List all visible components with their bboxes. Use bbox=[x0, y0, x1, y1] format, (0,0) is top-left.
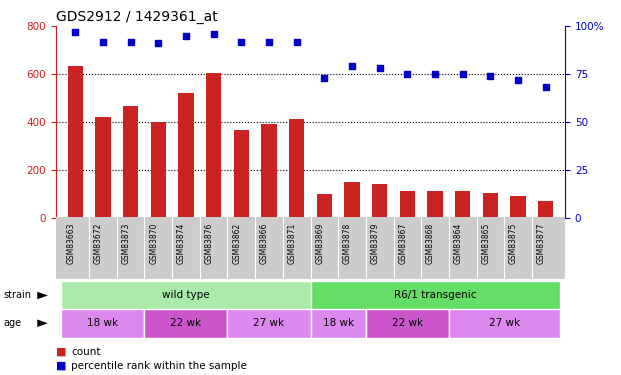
Bar bbox=[227, 309, 310, 338]
Text: 27 wk: 27 wk bbox=[253, 318, 284, 328]
Text: GSM83874: GSM83874 bbox=[177, 222, 186, 264]
Text: GSM83867: GSM83867 bbox=[398, 222, 407, 264]
Bar bbox=[427, 191, 443, 217]
Point bbox=[319, 75, 329, 81]
Text: 18 wk: 18 wk bbox=[88, 318, 119, 328]
Point bbox=[125, 39, 135, 45]
Text: wild type: wild type bbox=[162, 290, 210, 300]
Text: ■: ■ bbox=[56, 347, 66, 357]
Point bbox=[237, 39, 247, 45]
Text: GSM83868: GSM83868 bbox=[426, 222, 435, 264]
Bar bbox=[400, 191, 415, 217]
Bar bbox=[455, 191, 470, 217]
Point bbox=[209, 31, 219, 37]
Point bbox=[153, 40, 163, 46]
Bar bbox=[61, 281, 310, 309]
Polygon shape bbox=[37, 292, 48, 299]
Bar bbox=[96, 117, 111, 218]
Point bbox=[98, 39, 108, 45]
Bar bbox=[366, 309, 449, 338]
Polygon shape bbox=[37, 320, 48, 327]
Bar bbox=[289, 120, 304, 218]
Bar bbox=[178, 93, 194, 218]
Point bbox=[181, 33, 191, 39]
Bar bbox=[449, 309, 560, 338]
Text: count: count bbox=[71, 347, 101, 357]
Point bbox=[70, 29, 80, 35]
Text: age: age bbox=[3, 318, 21, 328]
Text: GSM83879: GSM83879 bbox=[371, 222, 379, 264]
Text: 22 wk: 22 wk bbox=[170, 318, 202, 328]
Point bbox=[486, 73, 496, 79]
Text: GSM83876: GSM83876 bbox=[205, 222, 214, 264]
Bar bbox=[233, 130, 249, 218]
Point bbox=[541, 84, 551, 90]
Bar bbox=[372, 184, 388, 218]
Text: GSM83663: GSM83663 bbox=[66, 222, 75, 264]
Bar bbox=[538, 201, 553, 217]
Text: GSM83869: GSM83869 bbox=[315, 222, 324, 264]
Text: GSM83870: GSM83870 bbox=[149, 222, 158, 264]
Text: strain: strain bbox=[3, 290, 31, 300]
Text: ■: ■ bbox=[56, 361, 66, 370]
Text: R6/1 transgenic: R6/1 transgenic bbox=[394, 290, 476, 300]
Point bbox=[264, 39, 274, 45]
Bar bbox=[317, 194, 332, 217]
Text: GSM83866: GSM83866 bbox=[260, 222, 269, 264]
Bar bbox=[123, 106, 138, 218]
Bar bbox=[310, 309, 366, 338]
Bar bbox=[310, 281, 560, 309]
Point bbox=[347, 63, 357, 69]
Text: GSM83877: GSM83877 bbox=[537, 222, 546, 264]
Point bbox=[430, 71, 440, 77]
Text: GDS2912 / 1429361_at: GDS2912 / 1429361_at bbox=[56, 10, 217, 24]
Bar bbox=[483, 193, 498, 217]
Point bbox=[292, 39, 302, 45]
Point bbox=[374, 65, 384, 71]
Text: GSM83871: GSM83871 bbox=[288, 222, 297, 264]
Text: GSM83878: GSM83878 bbox=[343, 222, 352, 264]
Point bbox=[458, 71, 468, 77]
Bar bbox=[206, 73, 221, 217]
Text: GSM83672: GSM83672 bbox=[94, 222, 103, 264]
Bar bbox=[345, 182, 360, 218]
Text: GSM83862: GSM83862 bbox=[232, 222, 242, 264]
Text: 27 wk: 27 wk bbox=[489, 318, 520, 328]
Text: GSM83873: GSM83873 bbox=[122, 222, 130, 264]
Bar bbox=[145, 309, 227, 338]
Point bbox=[402, 71, 412, 77]
Bar bbox=[261, 124, 276, 218]
Bar bbox=[151, 122, 166, 218]
Text: GSM83875: GSM83875 bbox=[509, 222, 518, 264]
Bar bbox=[68, 66, 83, 218]
Bar bbox=[61, 309, 145, 338]
Text: percentile rank within the sample: percentile rank within the sample bbox=[71, 361, 247, 370]
Text: GSM83865: GSM83865 bbox=[481, 222, 491, 264]
Text: 18 wk: 18 wk bbox=[323, 318, 354, 328]
Text: 22 wk: 22 wk bbox=[392, 318, 423, 328]
Bar bbox=[510, 196, 525, 217]
Point bbox=[513, 77, 523, 83]
Text: GSM83864: GSM83864 bbox=[454, 222, 463, 264]
